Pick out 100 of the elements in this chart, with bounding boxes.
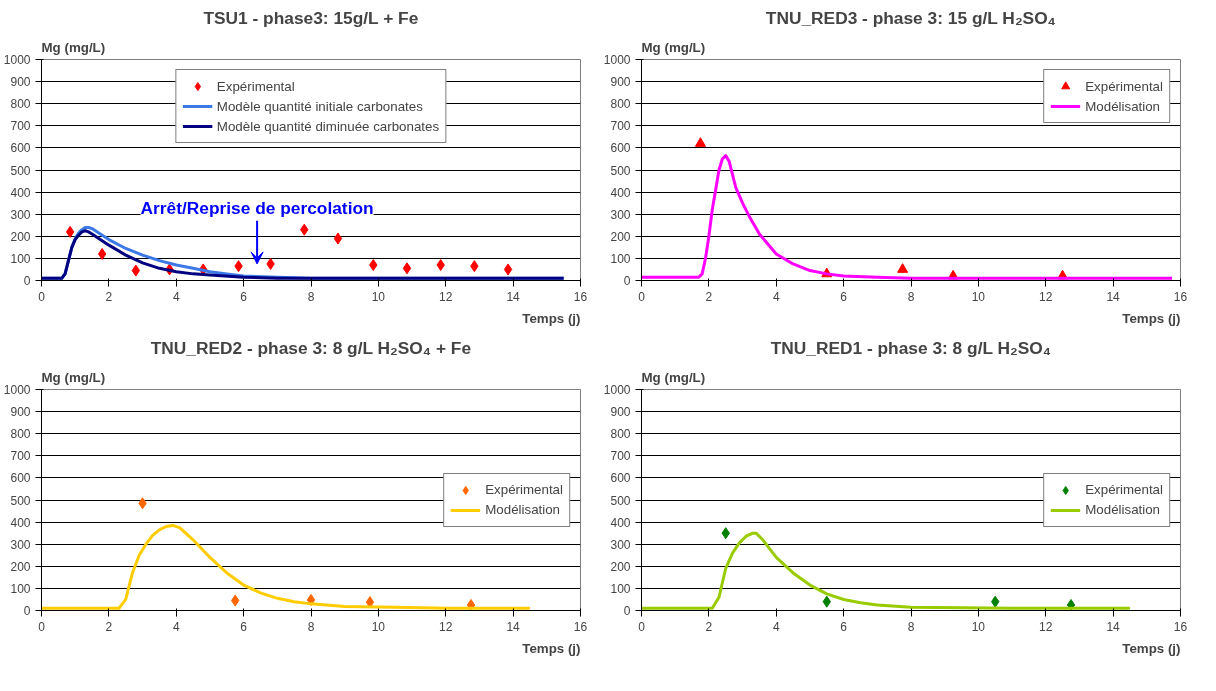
x-axis-title: Temps (j) (1122, 310, 1181, 326)
y-tick-label: 400 (10, 515, 31, 530)
x-tick-label: 10 (971, 289, 986, 304)
y-axis-title: Mg (mg/L) (641, 39, 706, 55)
y-tick-label: 500 (610, 493, 631, 508)
y-tick-label: 800 (610, 427, 631, 442)
y-axis-title: Mg (mg/L) (41, 39, 106, 55)
chart-title: TNU_RED1 - phase 3: 8 g/L H₂SO₄ (770, 337, 1052, 358)
legend-label: Modèle quantité diminuée carbonates (216, 118, 440, 134)
y-tick-label: 1000 (3, 53, 31, 67)
x-tick-label: 12 (439, 289, 453, 304)
y-tick-label: 300 (610, 207, 631, 222)
chart-title: TSU1 - phase3: 15g/L + Fe (203, 7, 419, 28)
x-tick-label: 8 (907, 289, 915, 304)
y-tick-label: 0 (623, 604, 631, 618)
y-tick-label: 0 (23, 274, 31, 288)
x-tick-label: 16 (573, 289, 588, 304)
x-tick-label: 16 (1173, 289, 1188, 304)
x-axis-title: Temps (j) (1122, 640, 1181, 656)
x-tick-label: 2 (705, 289, 713, 304)
legend-label: Expérimental (485, 482, 563, 497)
y-tick-label: 700 (610, 449, 631, 464)
x-tick-label: 4 (172, 619, 180, 634)
y-tick-label: 600 (610, 141, 631, 156)
x-tick-label: 16 (573, 619, 588, 634)
y-tick-label: 800 (10, 97, 31, 112)
y-tick-label: 900 (610, 75, 631, 90)
y-tick-label: 800 (10, 427, 31, 442)
y-tick-label: 1000 (603, 53, 631, 67)
y-tick-label: 800 (610, 97, 631, 112)
y-tick-label: 200 (10, 229, 31, 244)
x-tick-label: 2 (705, 619, 713, 634)
x-tick-label: 0 (638, 289, 646, 304)
y-axis-title: Mg (mg/L) (641, 369, 706, 385)
x-tick-label: 14 (506, 619, 521, 634)
legend-label: Modélisation (1085, 502, 1161, 517)
y-tick-label: 100 (10, 251, 31, 266)
x-tick-label: 10 (371, 619, 386, 634)
legend-label: Expérimental (1085, 482, 1163, 497)
x-tick-label: 6 (840, 619, 848, 634)
x-tick-label: 6 (240, 619, 248, 634)
x-tick-label: 8 (907, 619, 915, 634)
y-tick-label: 300 (10, 537, 31, 552)
x-tick-label: 12 (439, 619, 453, 634)
x-tick-label: 0 (38, 619, 46, 634)
y-axis-title: Mg (mg/L) (41, 369, 106, 385)
x-tick-label: 16 (1173, 619, 1188, 634)
chart-title: TNU_RED2 - phase 3: 8 g/L H₂SO₄ + Fe (150, 337, 472, 358)
y-tick-label: 500 (10, 163, 31, 178)
y-tick-label: 600 (610, 471, 631, 486)
y-tick-label: 0 (23, 604, 31, 618)
y-tick-label: 200 (610, 559, 631, 574)
legend-label: Expérimental (216, 78, 295, 94)
y-tick-label: 500 (610, 163, 631, 178)
x-tick-label: 14 (1106, 289, 1121, 304)
x-tick-label: 14 (506, 289, 521, 304)
y-tick-label: 600 (10, 141, 31, 156)
x-tick-label: 14 (1106, 619, 1121, 634)
x-tick-label: 0 (38, 289, 46, 304)
y-tick-label: 300 (610, 537, 631, 552)
chart-title: TNU_RED3 - phase 3: 15 g/L H₂SO₄ (765, 7, 1056, 28)
x-tick-label: 4 (172, 289, 180, 304)
x-tick-label: 0 (638, 619, 646, 634)
legend-label: Modélisation (1085, 98, 1161, 114)
y-tick-label: 500 (10, 493, 31, 508)
x-tick-label: 6 (240, 289, 248, 304)
legend-label: Modélisation (485, 502, 561, 517)
y-tick-label: 1000 (603, 383, 631, 397)
y-tick-label: 400 (10, 185, 31, 200)
y-tick-label: 700 (10, 119, 31, 134)
y-tick-label: 100 (10, 581, 31, 596)
y-tick-label: 1000 (3, 383, 31, 397)
legend-label: Modèle quantité initiale carbonates (216, 98, 423, 114)
y-tick-label: 700 (10, 449, 31, 464)
x-tick-label: 6 (840, 289, 848, 304)
y-tick-label: 200 (10, 559, 31, 574)
y-tick-label: 0 (623, 274, 631, 288)
x-tick-label: 8 (307, 289, 315, 304)
x-axis-title: Temps (j) (522, 310, 581, 326)
y-tick-label: 700 (610, 119, 631, 134)
x-tick-label: 10 (371, 289, 386, 304)
x-tick-label: 4 (772, 289, 780, 304)
x-tick-label: 4 (772, 619, 780, 634)
y-tick-label: 200 (610, 229, 631, 244)
x-tick-label: 2 (105, 289, 113, 304)
x-axis-title: Temps (j) (522, 640, 581, 656)
y-tick-label: 300 (10, 207, 31, 222)
x-tick-label: 12 (1039, 619, 1053, 634)
x-tick-label: 10 (971, 619, 986, 634)
y-tick-label: 900 (10, 405, 31, 420)
x-tick-label: 2 (105, 619, 113, 634)
y-tick-label: 100 (610, 251, 631, 266)
y-tick-label: 400 (610, 515, 631, 530)
y-tick-label: 400 (610, 185, 631, 200)
y-tick-label: 900 (610, 405, 631, 420)
y-tick-label: 100 (610, 581, 631, 596)
y-tick-label: 600 (10, 471, 31, 486)
y-tick-label: 900 (10, 75, 31, 90)
annotation: Arrêt/Reprise de percolation (140, 197, 374, 218)
legend-label: Expérimental (1085, 78, 1163, 94)
